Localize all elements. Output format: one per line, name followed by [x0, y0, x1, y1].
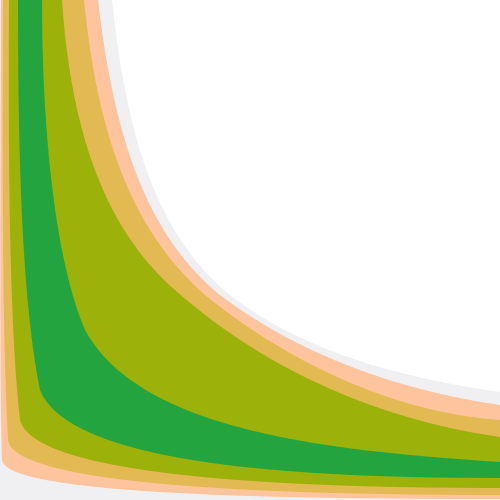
abstract-curved-bands-graphic	[0, 0, 500, 500]
olive-band	[0, 0, 500, 500]
curved-bands-svg	[0, 0, 500, 500]
inner-gold-band	[0, 0, 500, 500]
